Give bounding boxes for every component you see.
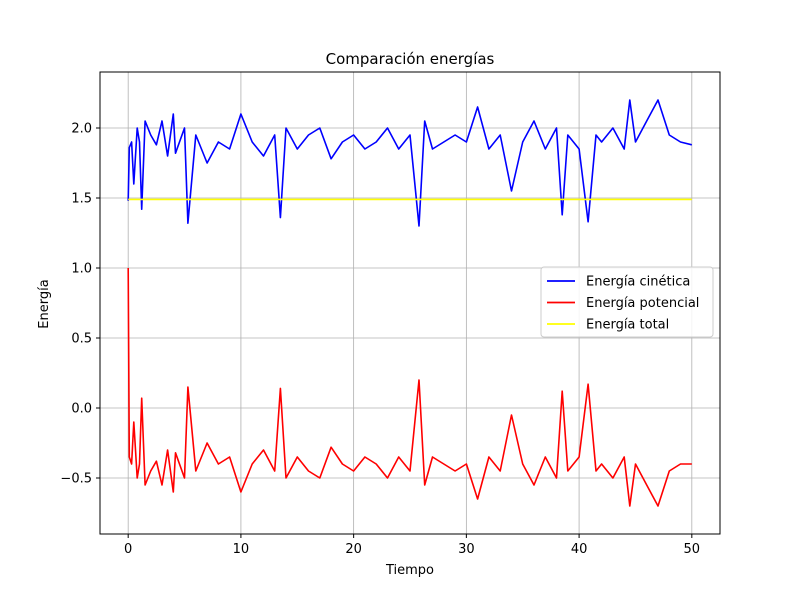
x-tick-label: 40 bbox=[571, 542, 588, 557]
x-tick-label: 20 bbox=[345, 542, 362, 557]
y-tick-label: −0.5 bbox=[60, 472, 92, 487]
series-line-0 bbox=[127, 99, 692, 227]
y-axis: −0.5 0.0 0.5 1.0 1.5 2.0 bbox=[60, 122, 100, 487]
legend: Energía cinética Energía potencial Energía… bbox=[540, 266, 714, 338]
legend-label: Energía potencial bbox=[586, 296, 699, 311]
series-layer bbox=[127, 99, 692, 507]
y-tick-label: 1.5 bbox=[71, 192, 92, 207]
x-tick-label: 50 bbox=[684, 542, 701, 557]
y-tick-label: 2.0 bbox=[71, 122, 92, 137]
x-axis-label: Tiempo bbox=[385, 563, 434, 578]
legend-box bbox=[540, 266, 714, 338]
plot-frame bbox=[99, 71, 721, 535]
x-axis: 0 10 20 30 40 50 bbox=[124, 534, 700, 557]
x-tick-label: 0 bbox=[124, 542, 132, 557]
x-tick-label: 10 bbox=[233, 542, 250, 557]
y-tick-label: 1.0 bbox=[71, 262, 92, 277]
x-tick-label: 30 bbox=[458, 542, 475, 557]
legend-label: Energía cinética bbox=[586, 275, 690, 290]
legend-label: Energía total bbox=[586, 318, 669, 333]
y-tick-label: 0.0 bbox=[71, 402, 92, 417]
series-line-1 bbox=[127, 267, 692, 507]
y-axis-label: Energía bbox=[37, 279, 52, 328]
chart-title: Comparación energías bbox=[326, 50, 495, 68]
y-tick-label: 0.5 bbox=[71, 332, 92, 347]
